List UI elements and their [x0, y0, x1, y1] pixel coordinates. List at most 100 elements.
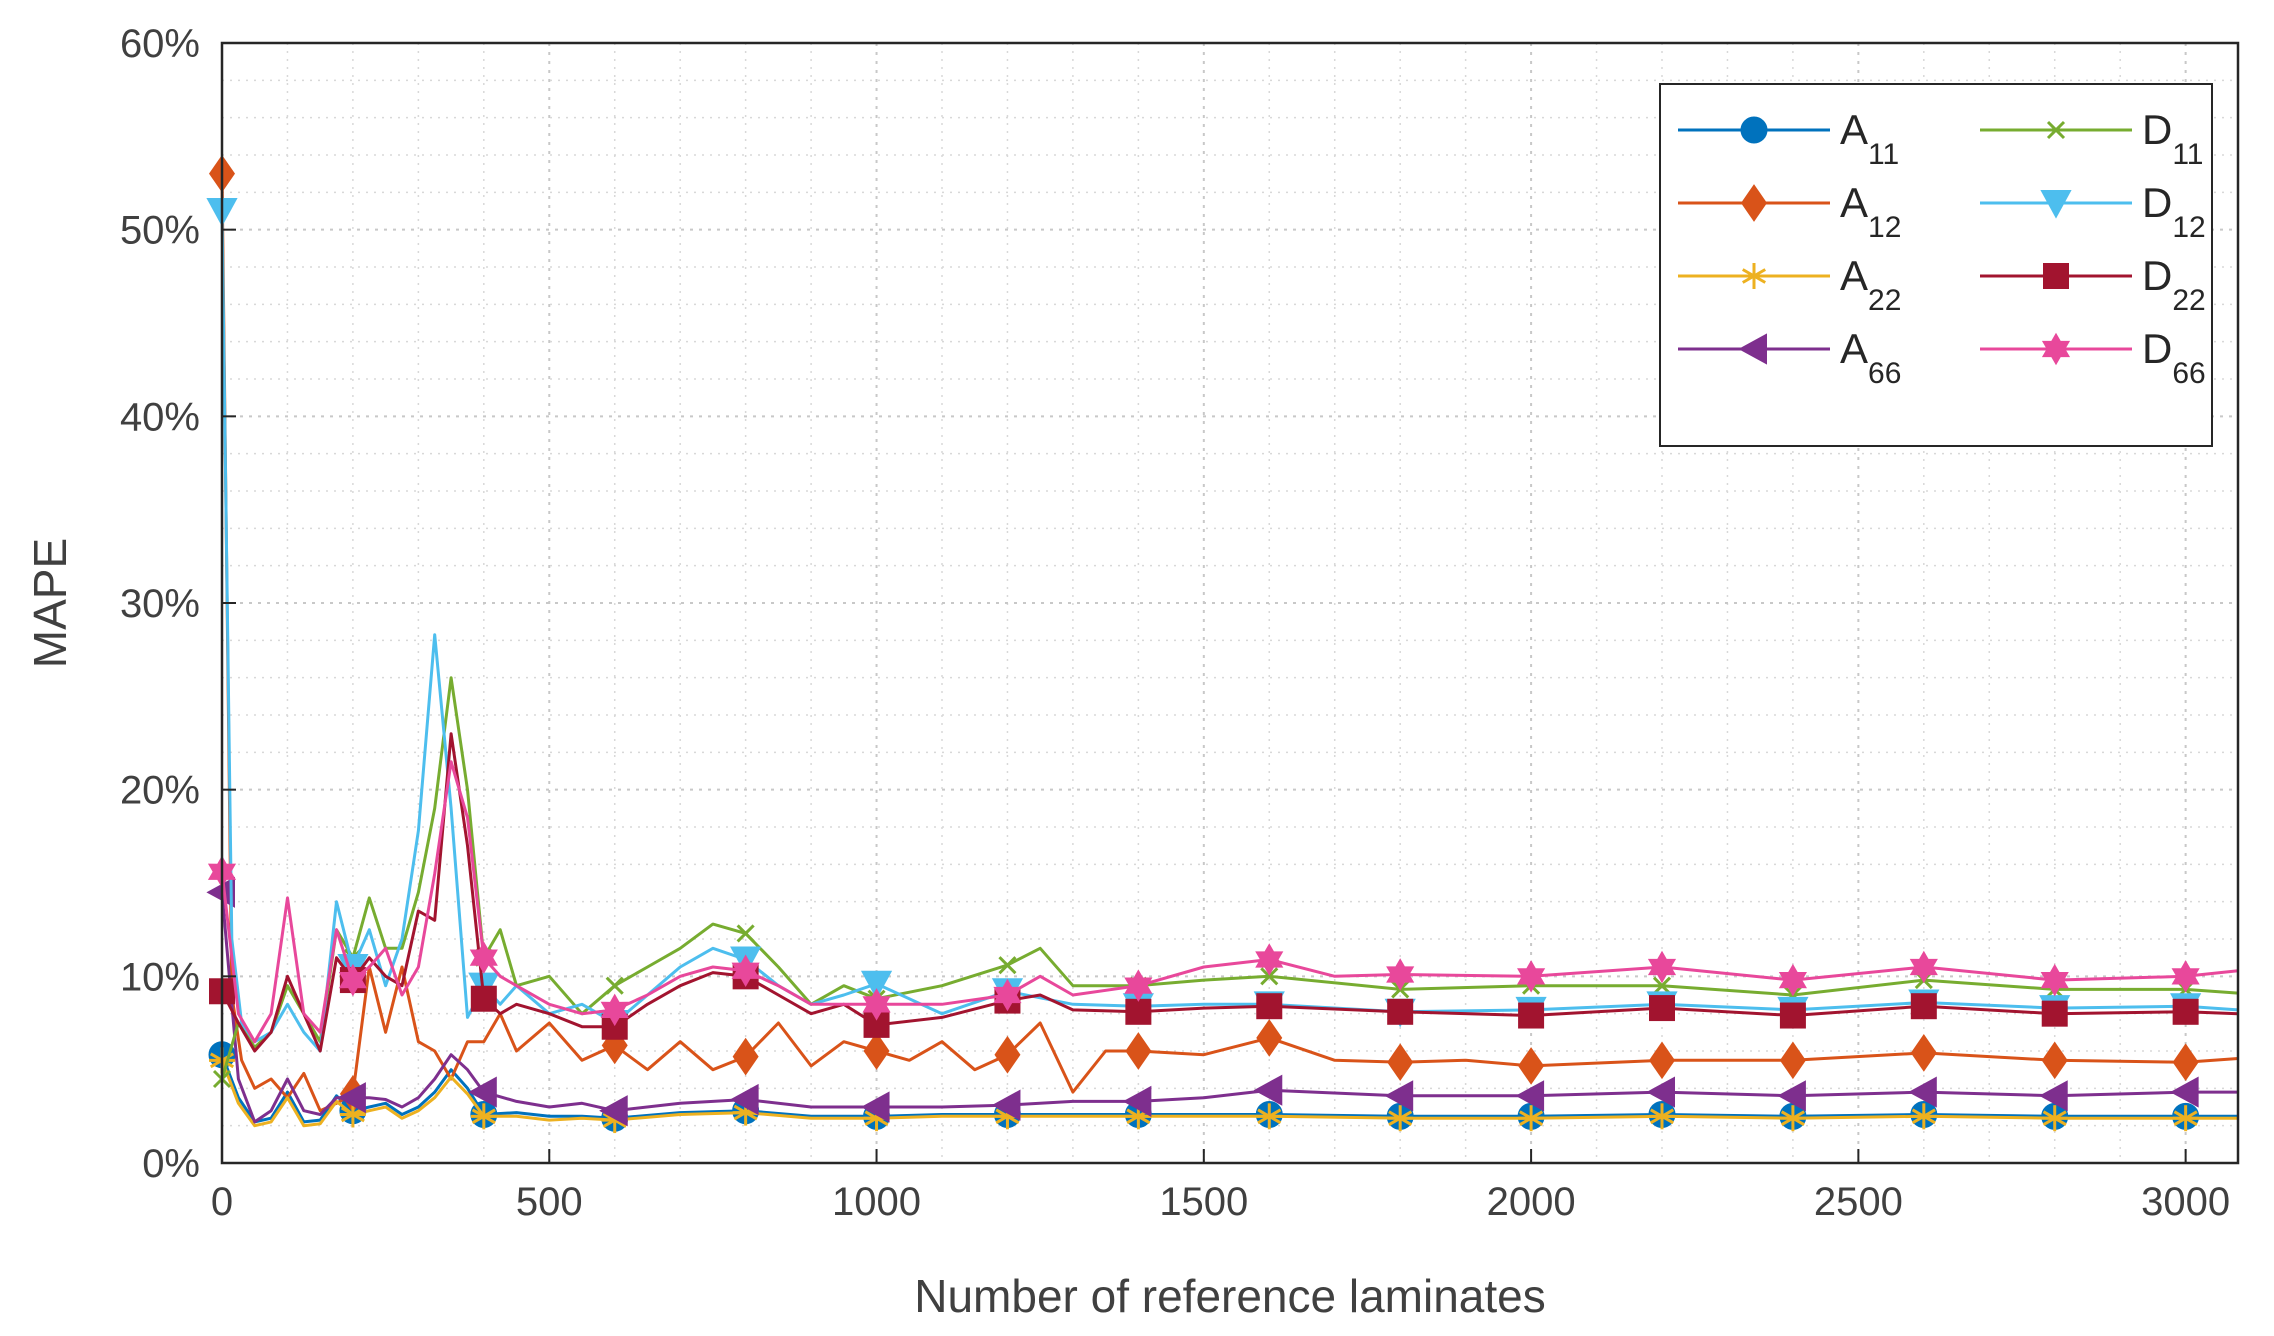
- data-point-d66: [993, 978, 1022, 1012]
- data-point-a66: [1515, 1080, 1545, 1112]
- data-point-a22: [1518, 1105, 1545, 1132]
- legend-marker: [1741, 263, 1767, 289]
- legend-label: A22: [1840, 252, 1901, 317]
- data-point-a12: [994, 1035, 1021, 1074]
- y-tick-label: 30%: [120, 582, 200, 626]
- legend-label: A66: [1840, 325, 1901, 390]
- x-tick-label: 1500: [1159, 1180, 1248, 1224]
- data-point-a66: [206, 876, 235, 908]
- data-point-d22: [1125, 998, 1152, 1025]
- x-axis-title: Number of reference laminates: [914, 1270, 1546, 1322]
- data-point-a12: [1256, 1019, 1283, 1057]
- y-tick-label: 50%: [120, 209, 200, 253]
- y-axis-title: MAPE: [24, 538, 76, 668]
- data-point-a66: [730, 1083, 759, 1116]
- legend-item-a66: A66: [1678, 325, 1901, 390]
- legend-label: D66: [2142, 325, 2206, 390]
- data-point-a12: [2172, 1043, 2199, 1082]
- data-point-a22: [470, 1103, 497, 1130]
- data-point-a66: [1122, 1085, 1152, 1117]
- legend-item-a11: A11: [1678, 106, 1899, 171]
- y-tick-label: 10%: [120, 955, 200, 999]
- legend-marker: [1741, 184, 1767, 222]
- legend-marker: [2043, 263, 2069, 289]
- data-point-d66: [338, 963, 367, 997]
- legend-marker: [1740, 116, 1768, 144]
- data-point-a22: [339, 1101, 366, 1128]
- legend: A11 A12 A22 A66 D11 D12 D22 D66: [1659, 83, 2213, 447]
- data-point-d22: [1649, 995, 1675, 1022]
- data-point-d66: [2040, 963, 2069, 997]
- data-point-a12: [1387, 1043, 1414, 1082]
- series-line-a66: [220, 892, 2238, 1124]
- x-tick-label: 3000: [2141, 1180, 2230, 1224]
- legend-marker: [2046, 120, 2066, 140]
- data-point-d22: [1387, 998, 1414, 1025]
- data-point-d22: [2041, 1000, 2068, 1027]
- series-a66: [206, 876, 2238, 1127]
- data-point-d66: [469, 941, 498, 974]
- legend-item-d11: D11: [1980, 106, 2204, 171]
- legend-item-d12: D12: [1980, 179, 2206, 244]
- data-point-a22: [1387, 1105, 1414, 1132]
- legend-marker: [2040, 190, 2072, 219]
- grid: [222, 43, 2238, 1163]
- x-tick-label: 500: [516, 1180, 583, 1224]
- data-point-a66: [991, 1089, 1021, 1121]
- data-point-a22: [1256, 1103, 1283, 1130]
- legend-marker: [2041, 332, 2071, 366]
- data-point-d66: [1909, 950, 1938, 984]
- series-line-d11: [220, 676, 2239, 1080]
- data-point-a12: [732, 1037, 759, 1076]
- data-point-a66: [1777, 1080, 1806, 1112]
- data-point-a12: [863, 1032, 890, 1070]
- data-point-d66: [1386, 958, 1415, 991]
- data-point-d66: [1778, 963, 1807, 997]
- series-layer: [206, 154, 2239, 1134]
- data-point-a66: [599, 1095, 628, 1127]
- data-point-d66: [862, 988, 891, 1021]
- legend-box: [1659, 83, 2213, 447]
- data-point-d66: [1647, 950, 1677, 984]
- data-point-d66: [1124, 969, 1153, 1002]
- legend-item-a22: A22: [1678, 252, 1901, 317]
- y-tick-label: 40%: [120, 395, 200, 439]
- data-point-a66: [2039, 1080, 2068, 1112]
- legend-label: D22: [2142, 252, 2206, 317]
- x-tick-label: 1000: [832, 1180, 921, 1224]
- data-point-a12: [1779, 1041, 1806, 1080]
- data-point-d66: [1517, 960, 1546, 993]
- series-d11: [212, 676, 2239, 1089]
- data-point-d22: [1779, 1002, 1806, 1029]
- legend-label: A12: [1840, 179, 1901, 244]
- legend-label: D11: [2142, 106, 2204, 171]
- data-point-d22: [1256, 993, 1283, 1020]
- data-point-d11: [736, 924, 755, 943]
- data-point-a66: [860, 1091, 890, 1123]
- data-point-a12: [1910, 1034, 1937, 1072]
- data-point-a22: [1910, 1103, 1937, 1130]
- data-point-d11: [1652, 976, 1672, 995]
- series-line-a11: [220, 1054, 2238, 1124]
- legend-item-a12: A12: [1678, 179, 1901, 244]
- legend-marker: [1738, 333, 1767, 365]
- legend-item-d66: D66: [1980, 325, 2206, 390]
- legend-label: A11: [1840, 106, 1899, 171]
- series-d66: [207, 760, 2239, 1044]
- data-point-a22: [1779, 1105, 1806, 1132]
- data-point-a12: [1125, 1032, 1152, 1070]
- y-tick-label: 0%: [142, 1142, 200, 1186]
- data-point-a66: [1253, 1074, 1283, 1106]
- data-point-d11: [1260, 967, 1279, 986]
- x-tick-label: 2500: [1814, 1180, 1903, 1224]
- data-point-d66: [2171, 960, 2200, 993]
- x-tick-label: 2000: [1487, 1180, 1576, 1224]
- data-point-d66: [731, 954, 760, 987]
- data-point-a12: [2041, 1041, 2068, 1080]
- legend-item-d22: D22: [1980, 252, 2206, 317]
- data-point-d22: [2172, 998, 2199, 1025]
- series-line-d66: [220, 760, 2239, 1044]
- series-line-d22: [220, 732, 2239, 1053]
- data-point-d11: [605, 976, 624, 995]
